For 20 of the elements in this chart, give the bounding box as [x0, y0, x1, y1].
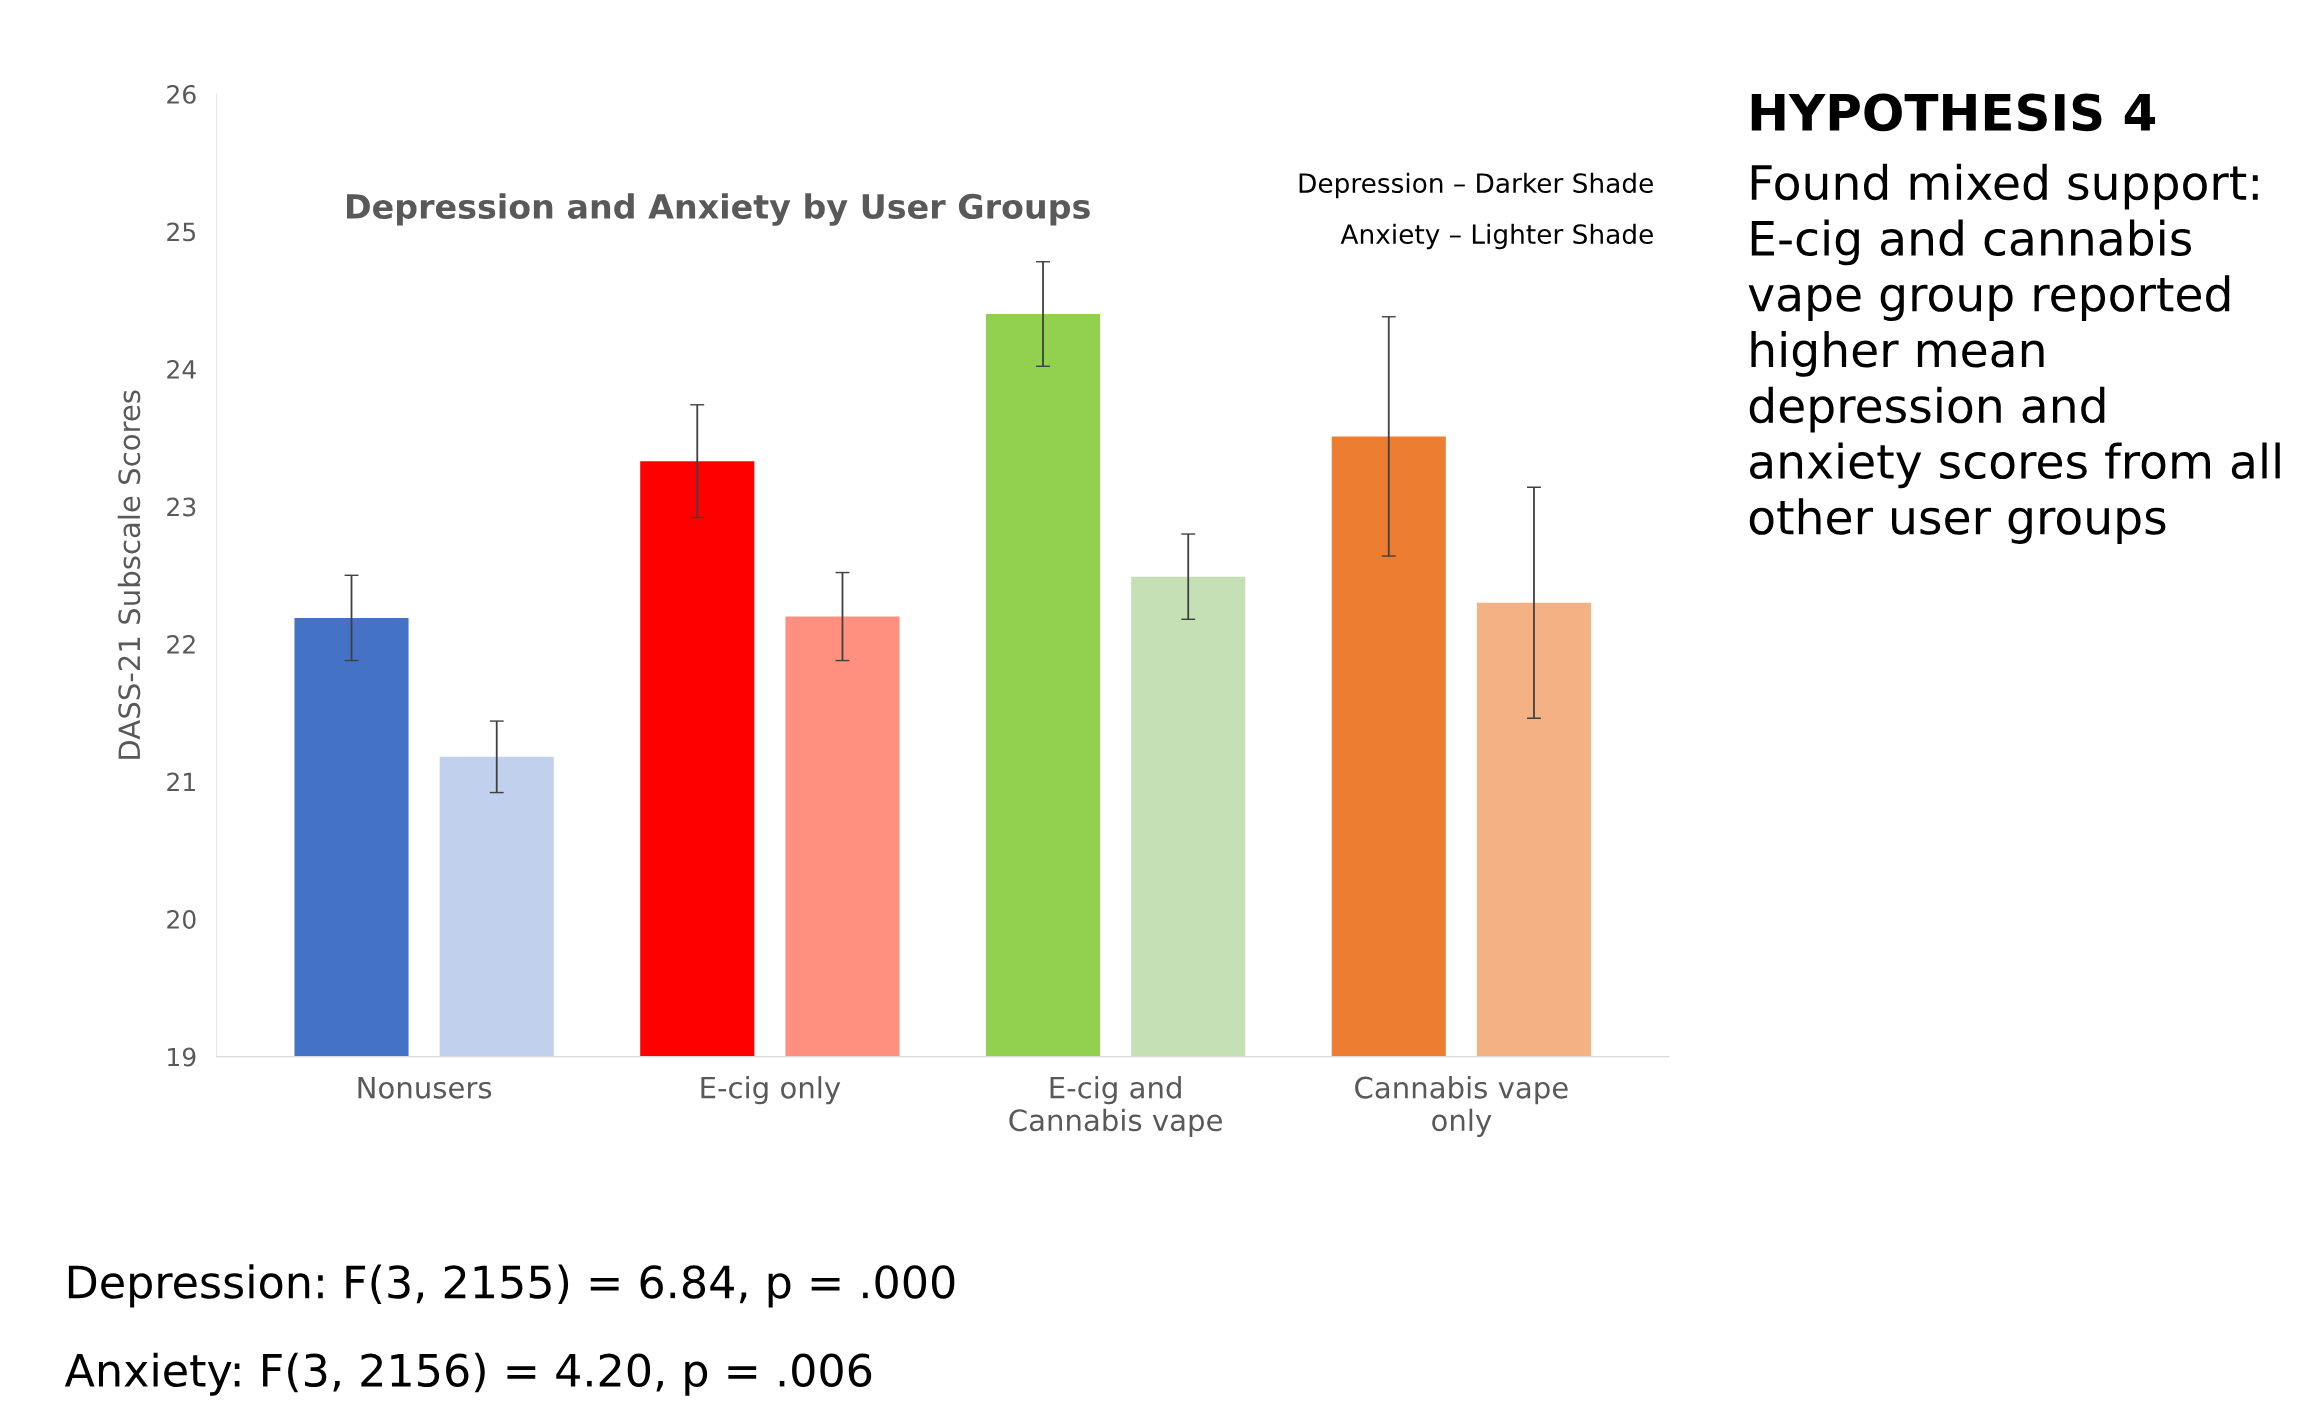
x-tick-label: E-cig only	[701, 1076, 841, 1105]
y-tick-label: 22	[167, 635, 195, 654]
y-tick-label: 24	[167, 359, 196, 379]
text: Depression and Anxiety by User Groups	[347, 193, 1090, 226]
y-tick-label: 23	[167, 497, 196, 517]
annotation: Anxiety – Lighter Shade	[1340, 223, 1653, 250]
text: Found mixed support: E-cig and cannabis vape group reported higher mean depression and anxiety scores from all other user groups	[1748, 163, 2280, 544]
y-tick-label: 21	[167, 772, 195, 792]
y-axis-title: DASS-21 Subscale Scores	[117, 390, 141, 759]
text: Anxiety: F(3, 2156) = 4.20, p = .006	[64, 1352, 872, 1396]
x-tick-label: Nonusers	[358, 1076, 492, 1099]
x-tick-label: Cannabis vape only	[1355, 1076, 1568, 1137]
text: Depression: F(3, 2155) = 6.84, p = .000	[68, 1264, 955, 1308]
text: HYPOTHESIS 4	[1751, 93, 2156, 132]
x-tick-label: E-cig and Cannabis vape	[1009, 1076, 1222, 1137]
y-tick-label: 25	[167, 222, 196, 242]
y-tick-label: 26	[167, 84, 196, 104]
y-tick-label: 19	[168, 1047, 196, 1067]
y-tick-label: 20	[167, 910, 196, 929]
annotation: Depression – Darker Shade	[1299, 172, 1653, 199]
